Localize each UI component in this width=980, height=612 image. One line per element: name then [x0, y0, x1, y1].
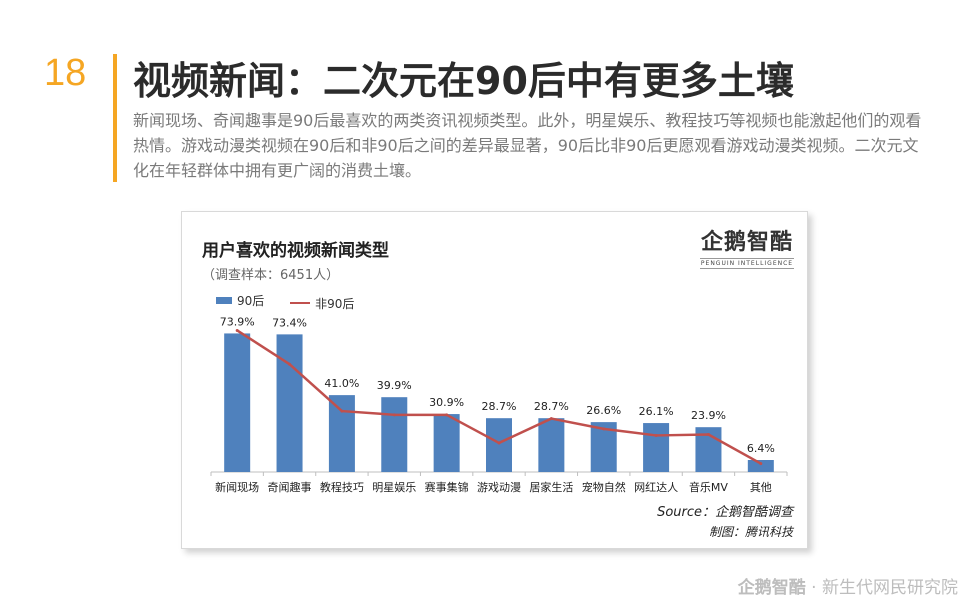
- bar-1: [276, 334, 303, 472]
- x-tick-label: 奇闻趣事: [268, 480, 312, 494]
- bar-2: [328, 395, 355, 472]
- line-point-8: [654, 433, 658, 437]
- chart-plot: 73.9% 73.4% 41.0% 39.9% 30.9% 28.7% 28.7% 26.6%…: [210, 315, 788, 494]
- footer-logo: 企鹅智酷: [737, 578, 806, 598]
- line-point-3: [392, 413, 396, 417]
- x-tick-label: 其他: [750, 481, 772, 494]
- bar-data-label: 28.7%: [482, 400, 517, 413]
- bar-data-label: 26.6%: [586, 404, 621, 417]
- chart-credit: 制图：腾讯科技: [708, 525, 793, 539]
- x-tick-label: 教程技巧: [320, 481, 364, 494]
- footer-text: · 新生代网民研究院: [805, 578, 958, 598]
- page-number: 18: [44, 52, 87, 94]
- bar-data-label: 26.1%: [639, 405, 674, 418]
- line-point-4: [445, 413, 449, 417]
- bar-data-label: 73.4%: [272, 316, 307, 329]
- chart-legend: 90后 非90后: [216, 292, 376, 312]
- bar-data-label: 23.9%: [691, 409, 726, 422]
- bar-data-label: 28.7%: [534, 400, 569, 413]
- x-tick-label: 新闻现场: [215, 480, 259, 494]
- line-point-9: [706, 433, 710, 436]
- x-tick-label: 赛事集锦: [425, 480, 469, 494]
- x-tick-label: 音乐MV: [689, 480, 728, 494]
- x-tick-label: 游戏动漫: [477, 480, 521, 494]
- line-point-1: [288, 362, 292, 366]
- x-tick-label: 网红达人: [634, 481, 678, 494]
- footer-brand: 企鹅智酷 · 新生代网民研究院: [738, 573, 958, 598]
- legend-bar-label: 90后: [237, 294, 265, 308]
- legend-item-line: 非90后: [290, 295, 354, 312]
- bar-data-label: 30.9%: [429, 396, 464, 409]
- chart-source: Source：企鹅智酷调查: [657, 505, 793, 520]
- legend-item-bar: 90后: [216, 292, 264, 309]
- title-accent-bar: [113, 54, 117, 182]
- legend-line-label: 非90后: [315, 296, 355, 311]
- chart-title: 用户喜欢的视频新闻类型: [202, 241, 389, 261]
- bar-data-label: 73.9%: [220, 315, 255, 328]
- chart-subtitle: （调查样本：6451人）: [202, 268, 340, 283]
- x-tick-label: 明星娱乐: [372, 480, 416, 494]
- legend-bar-swatch: [216, 297, 232, 304]
- bar-data-label: 6.4%: [747, 442, 775, 455]
- legend-line-swatch: [290, 302, 311, 304]
- bar-data-label: 41.0%: [324, 377, 359, 390]
- bar-data-label: 39.9%: [377, 379, 412, 392]
- line-point-2: [340, 409, 344, 413]
- x-tick-label: 宠物自然: [582, 480, 626, 494]
- page-description: 新闻现场、奇闻趣事是90后最喜欢的两类资讯视频类型。此外，明星娱乐、教程技巧等视…: [133, 111, 922, 180]
- line-point-5: [497, 441, 501, 445]
- line-point-10: [759, 462, 763, 466]
- logo-main-text: 企鹅智酷: [700, 230, 793, 255]
- bar-4: [433, 414, 460, 472]
- chart-card: 用户喜欢的视频新闻类型 （调查样本：6451人） 90后 非90后 企鹅智酷 P…: [181, 211, 808, 549]
- bar-5: [486, 418, 512, 472]
- bar-10: [747, 460, 774, 472]
- line-point-0: [235, 328, 239, 332]
- bar-6: [538, 418, 565, 472]
- line-point-6: [549, 417, 553, 421]
- line-point-7: [602, 427, 606, 431]
- page-title: 视频新闻：二次元在90后中有更多土壤: [133, 59, 794, 103]
- penguin-intelligence-logo: 企鹅智酷 PENGUIN INTELLIGENCE: [700, 224, 794, 269]
- x-tick-label: 居家生活: [529, 480, 573, 494]
- bar-0: [224, 333, 251, 472]
- logo-sub-text: PENGUIN INTELLIGENCE: [700, 258, 794, 269]
- bar-3: [381, 397, 408, 472]
- bar-8: [643, 423, 670, 472]
